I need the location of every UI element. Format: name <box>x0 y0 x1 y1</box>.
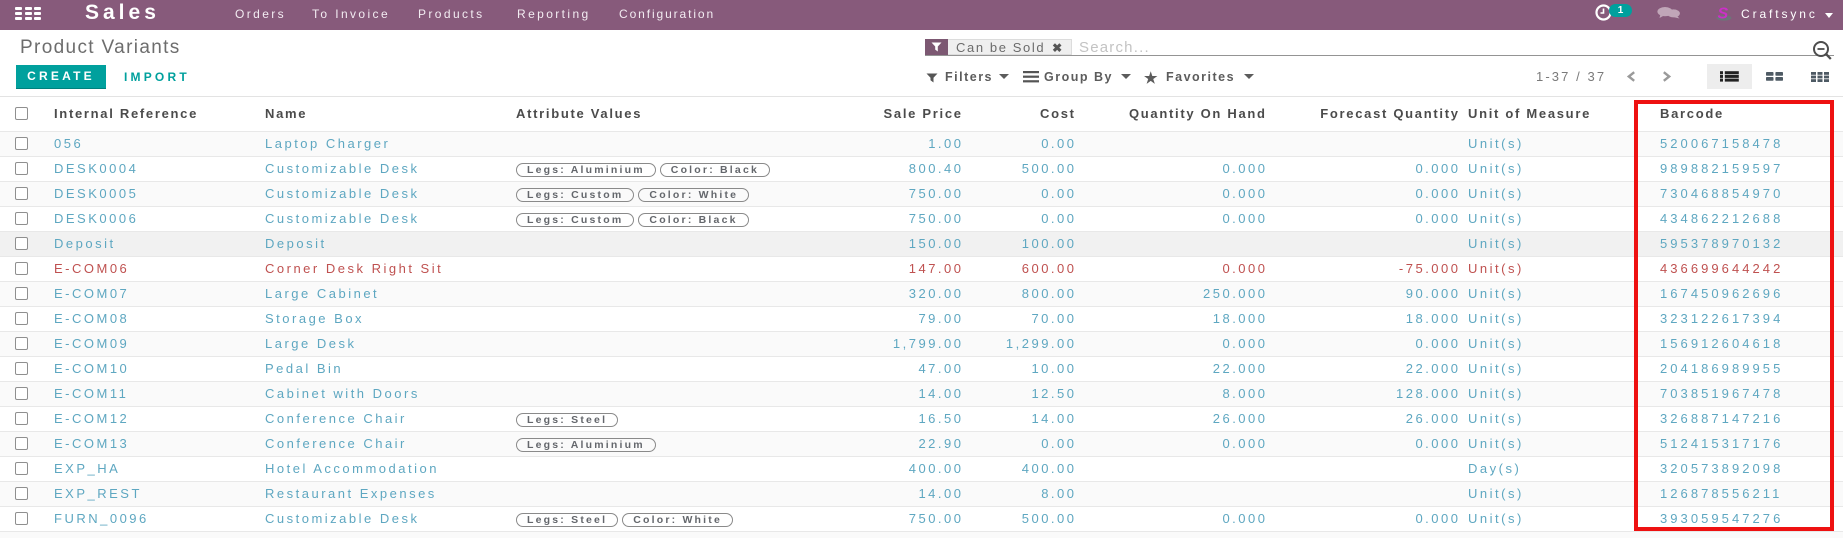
svg-text:S: S <box>1718 6 1729 22</box>
